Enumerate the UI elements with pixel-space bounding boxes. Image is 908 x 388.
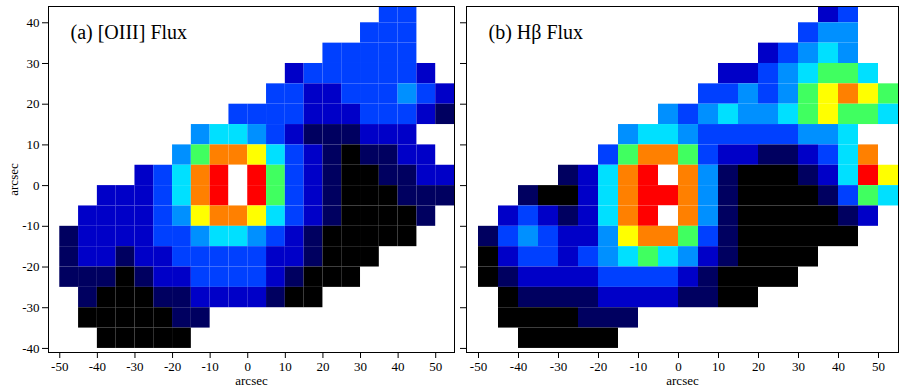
svg-text:-20: -20 (164, 359, 181, 374)
svg-text:10: 10 (712, 359, 725, 374)
svg-text:(a) [OIII] Flux: (a) [OIII] Flux (71, 21, 188, 44)
svg-text:40: 40 (27, 15, 40, 30)
svg-text:(b) Hβ Flux: (b) Hβ Flux (489, 21, 584, 44)
svg-text:-30: -30 (550, 359, 567, 374)
svg-text:-20: -20 (590, 359, 607, 374)
svg-text:-40: -40 (89, 359, 106, 374)
svg-text:30: 30 (27, 56, 40, 71)
svg-text:50: 50 (429, 359, 442, 374)
svg-text:0: 0 (33, 178, 40, 193)
svg-text:40: 40 (832, 359, 845, 374)
svg-text:30: 30 (792, 359, 805, 374)
svg-text:0: 0 (675, 359, 682, 374)
svg-text:30: 30 (354, 359, 367, 374)
svg-text:-50: -50 (51, 359, 68, 374)
svg-text:arcsec: arcsec (6, 163, 21, 196)
svg-text:arcsec: arcsec (235, 373, 268, 388)
svg-text:50: 50 (872, 359, 885, 374)
svg-text:10: 10 (279, 359, 292, 374)
svg-text:-20: -20 (22, 259, 39, 274)
svg-text:20: 20 (752, 359, 765, 374)
svg-text:-10: -10 (201, 359, 218, 374)
svg-text:-50: -50 (470, 359, 487, 374)
svg-text:-10: -10 (630, 359, 647, 374)
svg-text:20: 20 (316, 359, 329, 374)
svg-text:-10: -10 (22, 218, 39, 233)
svg-text:-30: -30 (126, 359, 143, 374)
svg-text:arcsec: arcsec (666, 373, 699, 388)
svg-text:-40: -40 (22, 341, 39, 356)
svg-text:40: 40 (392, 359, 405, 374)
svg-text:20: 20 (27, 96, 40, 111)
svg-text:10: 10 (27, 137, 40, 152)
svg-text:0: 0 (244, 359, 251, 374)
svg-text:-40: -40 (510, 359, 527, 374)
svg-text:-30: -30 (22, 300, 39, 315)
